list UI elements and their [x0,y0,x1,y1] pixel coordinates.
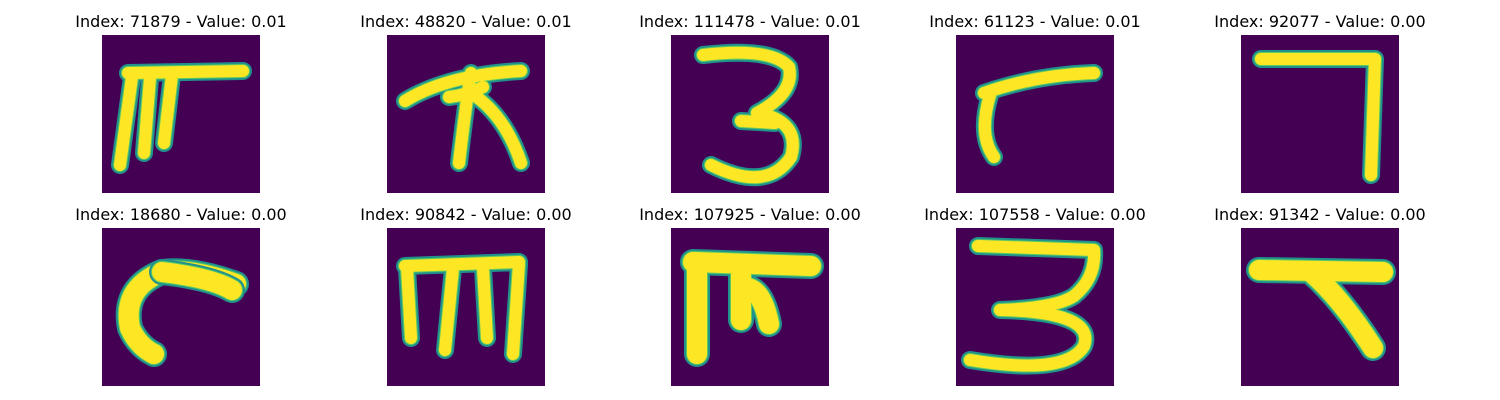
glyph-7 [387,228,545,386]
handwritten-glyph-image [956,228,1114,386]
glyph-6 [102,228,260,386]
panel-5: Index: 92077 - Value: 0.00 [1200,11,1440,193]
panel-title: Index: 61123 - Value: 0.01 [929,12,1141,31]
glyph-4 [956,35,1114,193]
handwritten-glyph-image [671,35,829,193]
handwritten-glyph-image [102,228,260,386]
panel-title: Index: 91342 - Value: 0.00 [1214,205,1426,224]
handwritten-glyph-image [387,35,545,193]
panel-title: Index: 90842 - Value: 0.00 [360,205,572,224]
panel-title: Index: 18680 - Value: 0.00 [75,205,287,224]
handwritten-glyph-image [387,228,545,386]
handwritten-glyph-image [1241,35,1399,193]
panel-10: Index: 91342 - Value: 0.00 [1200,204,1440,386]
panel-6: Index: 18680 - Value: 0.00 [61,204,301,386]
glyph-9 [956,228,1114,386]
panel-title: Index: 107925 - Value: 0.00 [639,205,861,224]
panel-8: Index: 107925 - Value: 0.00 [630,204,870,386]
panel-title: Index: 107558 - Value: 0.00 [924,205,1146,224]
handwritten-glyph-image [671,228,829,386]
panel-title: Index: 71879 - Value: 0.01 [75,12,287,31]
glyph-3 [671,35,829,193]
handwritten-glyph-image [1241,228,1399,386]
panel-2: Index: 48820 - Value: 0.01 [346,11,586,193]
glyph-8 [671,228,829,386]
glyph-2 [387,35,545,193]
panel-title: Index: 92077 - Value: 0.00 [1214,12,1426,31]
glyph-5 [1241,35,1399,193]
handwritten-glyph-image [102,35,260,193]
panel-title: Index: 48820 - Value: 0.01 [360,12,572,31]
glyph-1 [102,35,260,193]
glyph-10 [1241,228,1399,386]
handwritten-glyph-image [956,35,1114,193]
panel-7: Index: 90842 - Value: 0.00 [346,204,586,386]
panel-1: Index: 71879 - Value: 0.01 [61,11,301,193]
panel-4: Index: 61123 - Value: 0.01 [915,11,1155,193]
panel-3: Index: 111478 - Value: 0.01 [630,11,870,193]
panel-9: Index: 107558 - Value: 0.00 [915,204,1155,386]
panel-title: Index: 111478 - Value: 0.01 [639,12,861,31]
